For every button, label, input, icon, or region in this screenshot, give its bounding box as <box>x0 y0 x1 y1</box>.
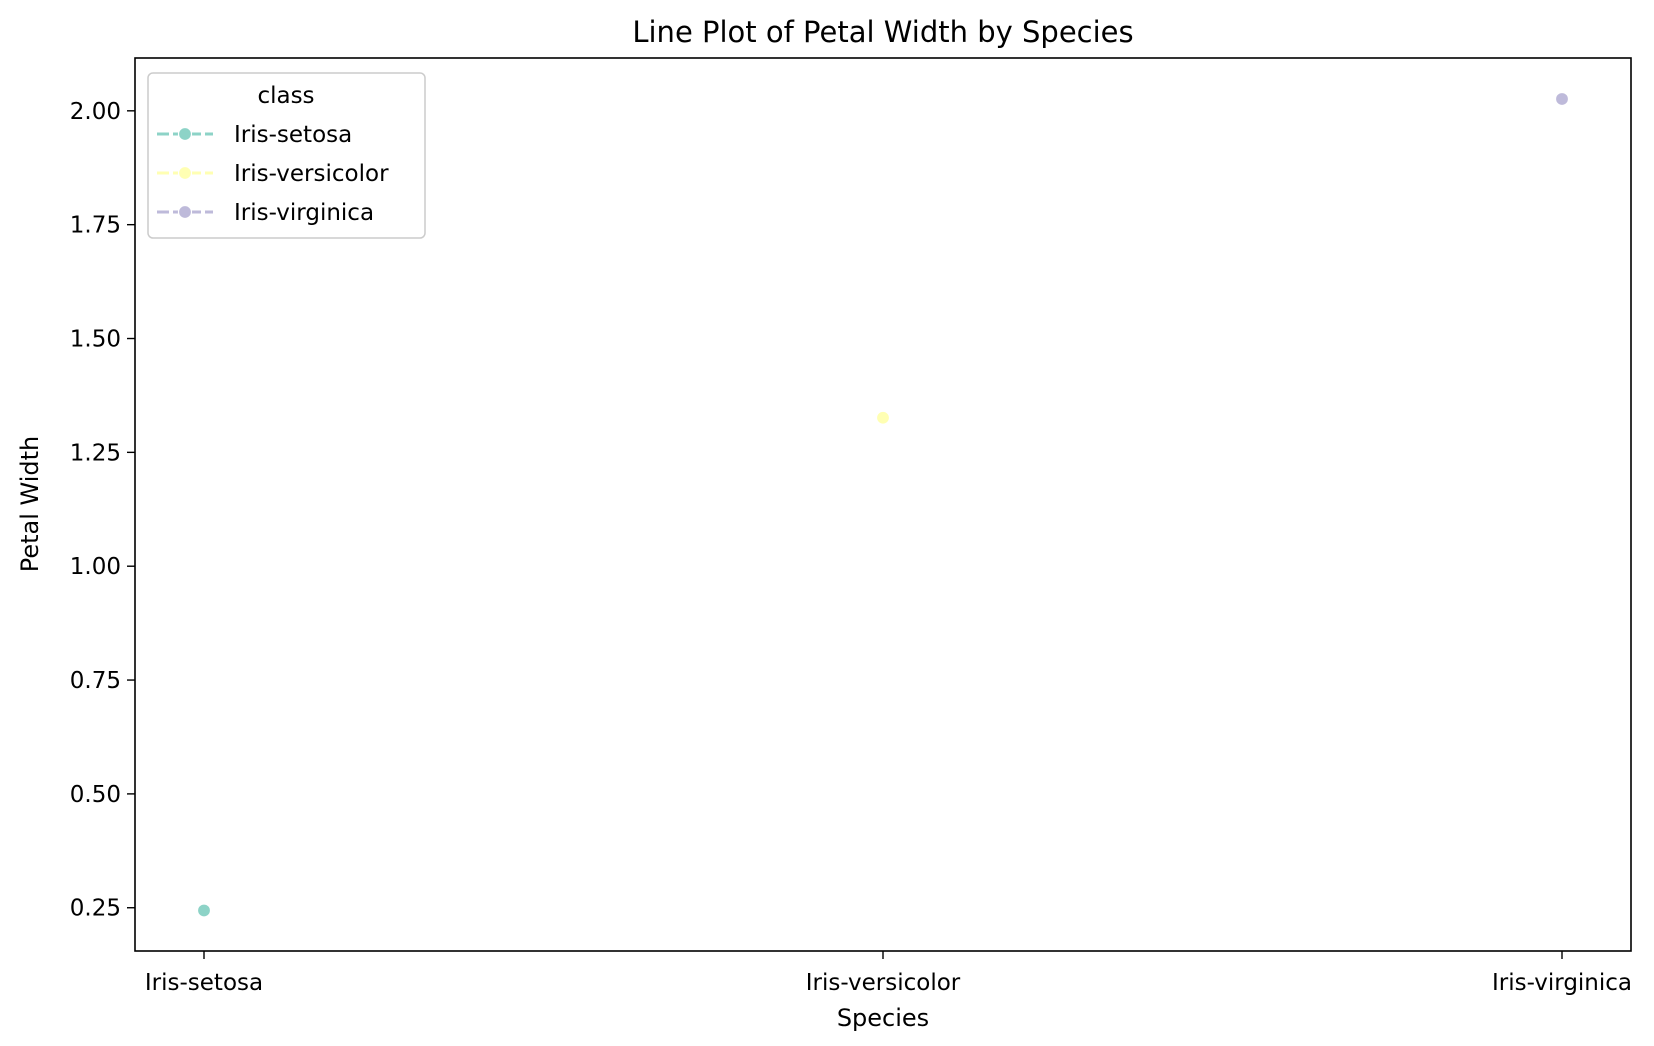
legend-marker <box>177 165 193 181</box>
legend-box <box>147 72 426 239</box>
plot-frame <box>134 57 1632 952</box>
legend-label: Iris-setosa <box>234 122 352 148</box>
x-axis-ticks: Iris-setosa Iris-versicolor Iris-virginica <box>145 951 1632 996</box>
x-tick-label: Iris-setosa <box>145 970 263 996</box>
data-point <box>196 903 212 918</box>
y-tick-label: 0.75 <box>70 668 121 694</box>
legend-marker <box>177 204 193 220</box>
legend: class Iris-setosa Iris-versicolor Iris-vir… <box>147 72 426 239</box>
data-points <box>196 91 1570 918</box>
legend-items: Iris-setosa Iris-versicolor Iris-virginica <box>157 122 389 226</box>
y-tick-label: 2.00 <box>70 99 121 125</box>
y-tick-label: 1.00 <box>70 554 121 580</box>
y-tick-label: 1.25 <box>70 440 121 466</box>
chart-title: Line Plot of Petal Width by Species <box>632 15 1133 49</box>
y-tick-label: 1.75 <box>70 213 121 239</box>
data-point <box>875 410 891 425</box>
y-tick-label: 0.25 <box>70 896 121 922</box>
x-tick-label: Iris-versicolor <box>806 970 961 996</box>
y-axis-label: Petal Width <box>16 436 44 573</box>
legend-item: Iris-virginica <box>157 200 374 226</box>
y-axis-ticks: 0.25 0.50 0.75 1.00 1.25 1.50 1.75 2.00 <box>70 99 135 922</box>
y-tick-label: 1.50 <box>70 327 121 353</box>
legend-title: class <box>257 83 314 109</box>
y-tick-label: 0.50 <box>70 782 121 808</box>
x-tick-label: Iris-virginica <box>1492 970 1632 996</box>
legend-label: Iris-virginica <box>234 200 374 226</box>
legend-marker <box>177 126 193 142</box>
legend-item: Iris-setosa <box>157 122 352 148</box>
x-axis-label: Species <box>837 1004 929 1032</box>
data-point <box>1554 91 1570 107</box>
legend-item: Iris-versicolor <box>157 161 389 187</box>
legend-label: Iris-versicolor <box>234 161 389 187</box>
